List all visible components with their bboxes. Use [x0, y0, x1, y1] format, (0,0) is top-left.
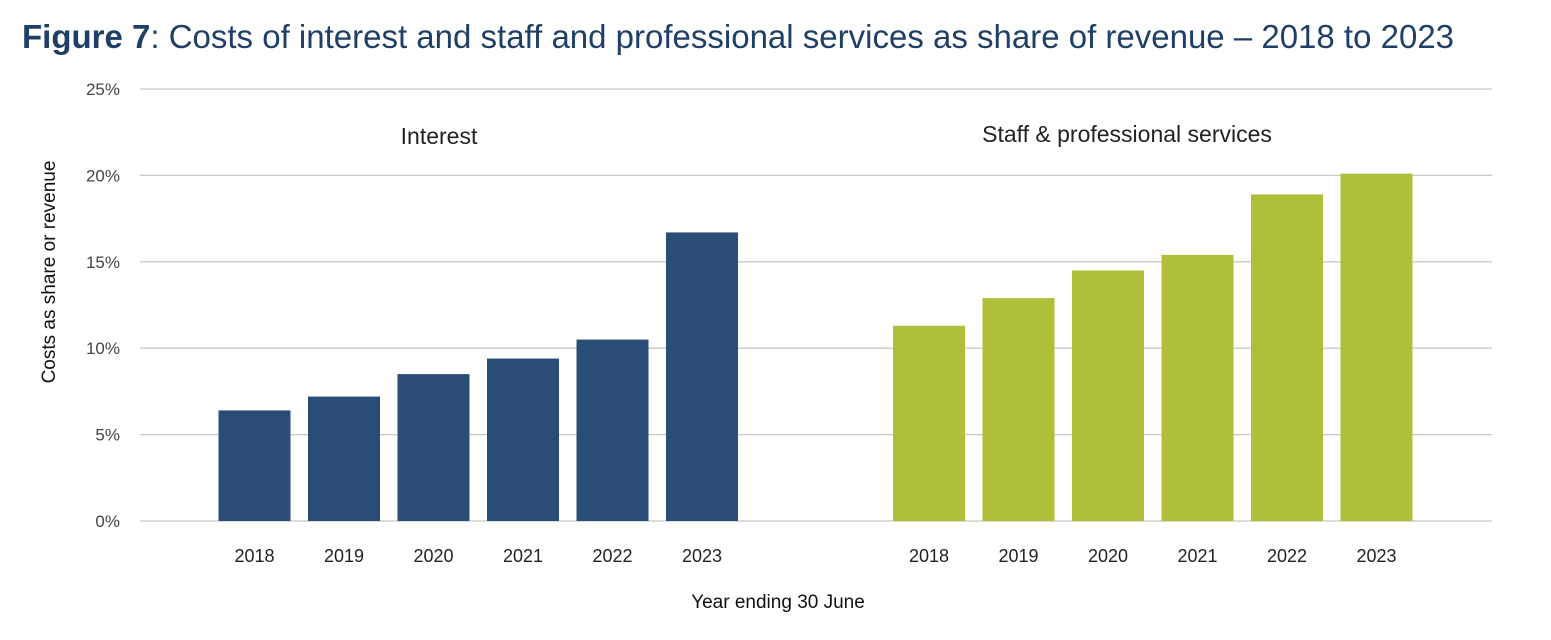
bar-staff-2020: [1072, 270, 1144, 521]
y-axis-label: Costs as share or revenue: [39, 161, 60, 384]
figure-caption: : Costs of interest and staff and profes…: [150, 18, 1455, 55]
y-tick-label: 20%: [86, 166, 120, 185]
bar-staff-2021: [1161, 254, 1234, 521]
x-tick-label: 2019: [324, 546, 364, 566]
bar-staff-2019: [982, 298, 1055, 521]
bar-interest-2021: [487, 358, 559, 521]
x-tick-label: 2018: [234, 546, 274, 566]
bar-staff-2022: [1251, 194, 1323, 521]
x-tick-label: 2020: [1088, 546, 1128, 566]
x-tick-label: 2022: [1267, 546, 1307, 566]
y-tick-label: 25%: [86, 80, 120, 99]
panel-label-interest: Interest: [401, 123, 478, 149]
bar-staff-2023: [1340, 173, 1413, 521]
x-tick-label: 2021: [1177, 546, 1217, 566]
x-tick-label: 2023: [682, 546, 722, 566]
figure-title: Figure 7: Costs of interest and staff an…: [22, 18, 1454, 56]
y-tick-label: 5%: [95, 426, 120, 445]
panel-label-staff: Staff & professional services: [982, 121, 1272, 147]
bar-interest-2023: [666, 232, 738, 521]
x-tick-label: 2021: [503, 546, 543, 566]
bar-interest-2020: [397, 374, 470, 521]
bar-staff-2018: [893, 325, 965, 521]
x-tick-label: 2023: [1356, 546, 1396, 566]
figure-number: Figure 7: [22, 18, 151, 55]
x-tick-label: 2022: [592, 546, 632, 566]
y-axis-ticks: 0% 5% 10% 15% 20% 25%: [86, 80, 120, 531]
bar-interest-2022: [576, 339, 649, 521]
x-tick-label: 2020: [413, 546, 453, 566]
y-tick-label: 10%: [86, 339, 120, 358]
bar-interest-2019: [308, 396, 380, 521]
bars: [218, 173, 1413, 521]
x-axis-label: Year ending 30 June: [691, 592, 865, 613]
x-tick-label: 2019: [998, 546, 1038, 566]
y-tick-label: 15%: [86, 253, 120, 272]
bar-interest-2018: [218, 410, 291, 521]
y-tick-label: 0%: [95, 512, 120, 531]
x-axis-ticks: 2018 2019 2020 2021 2022 2023 2018 2019 2020 2021…: [234, 546, 1396, 566]
x-tick-label: 2018: [909, 546, 949, 566]
